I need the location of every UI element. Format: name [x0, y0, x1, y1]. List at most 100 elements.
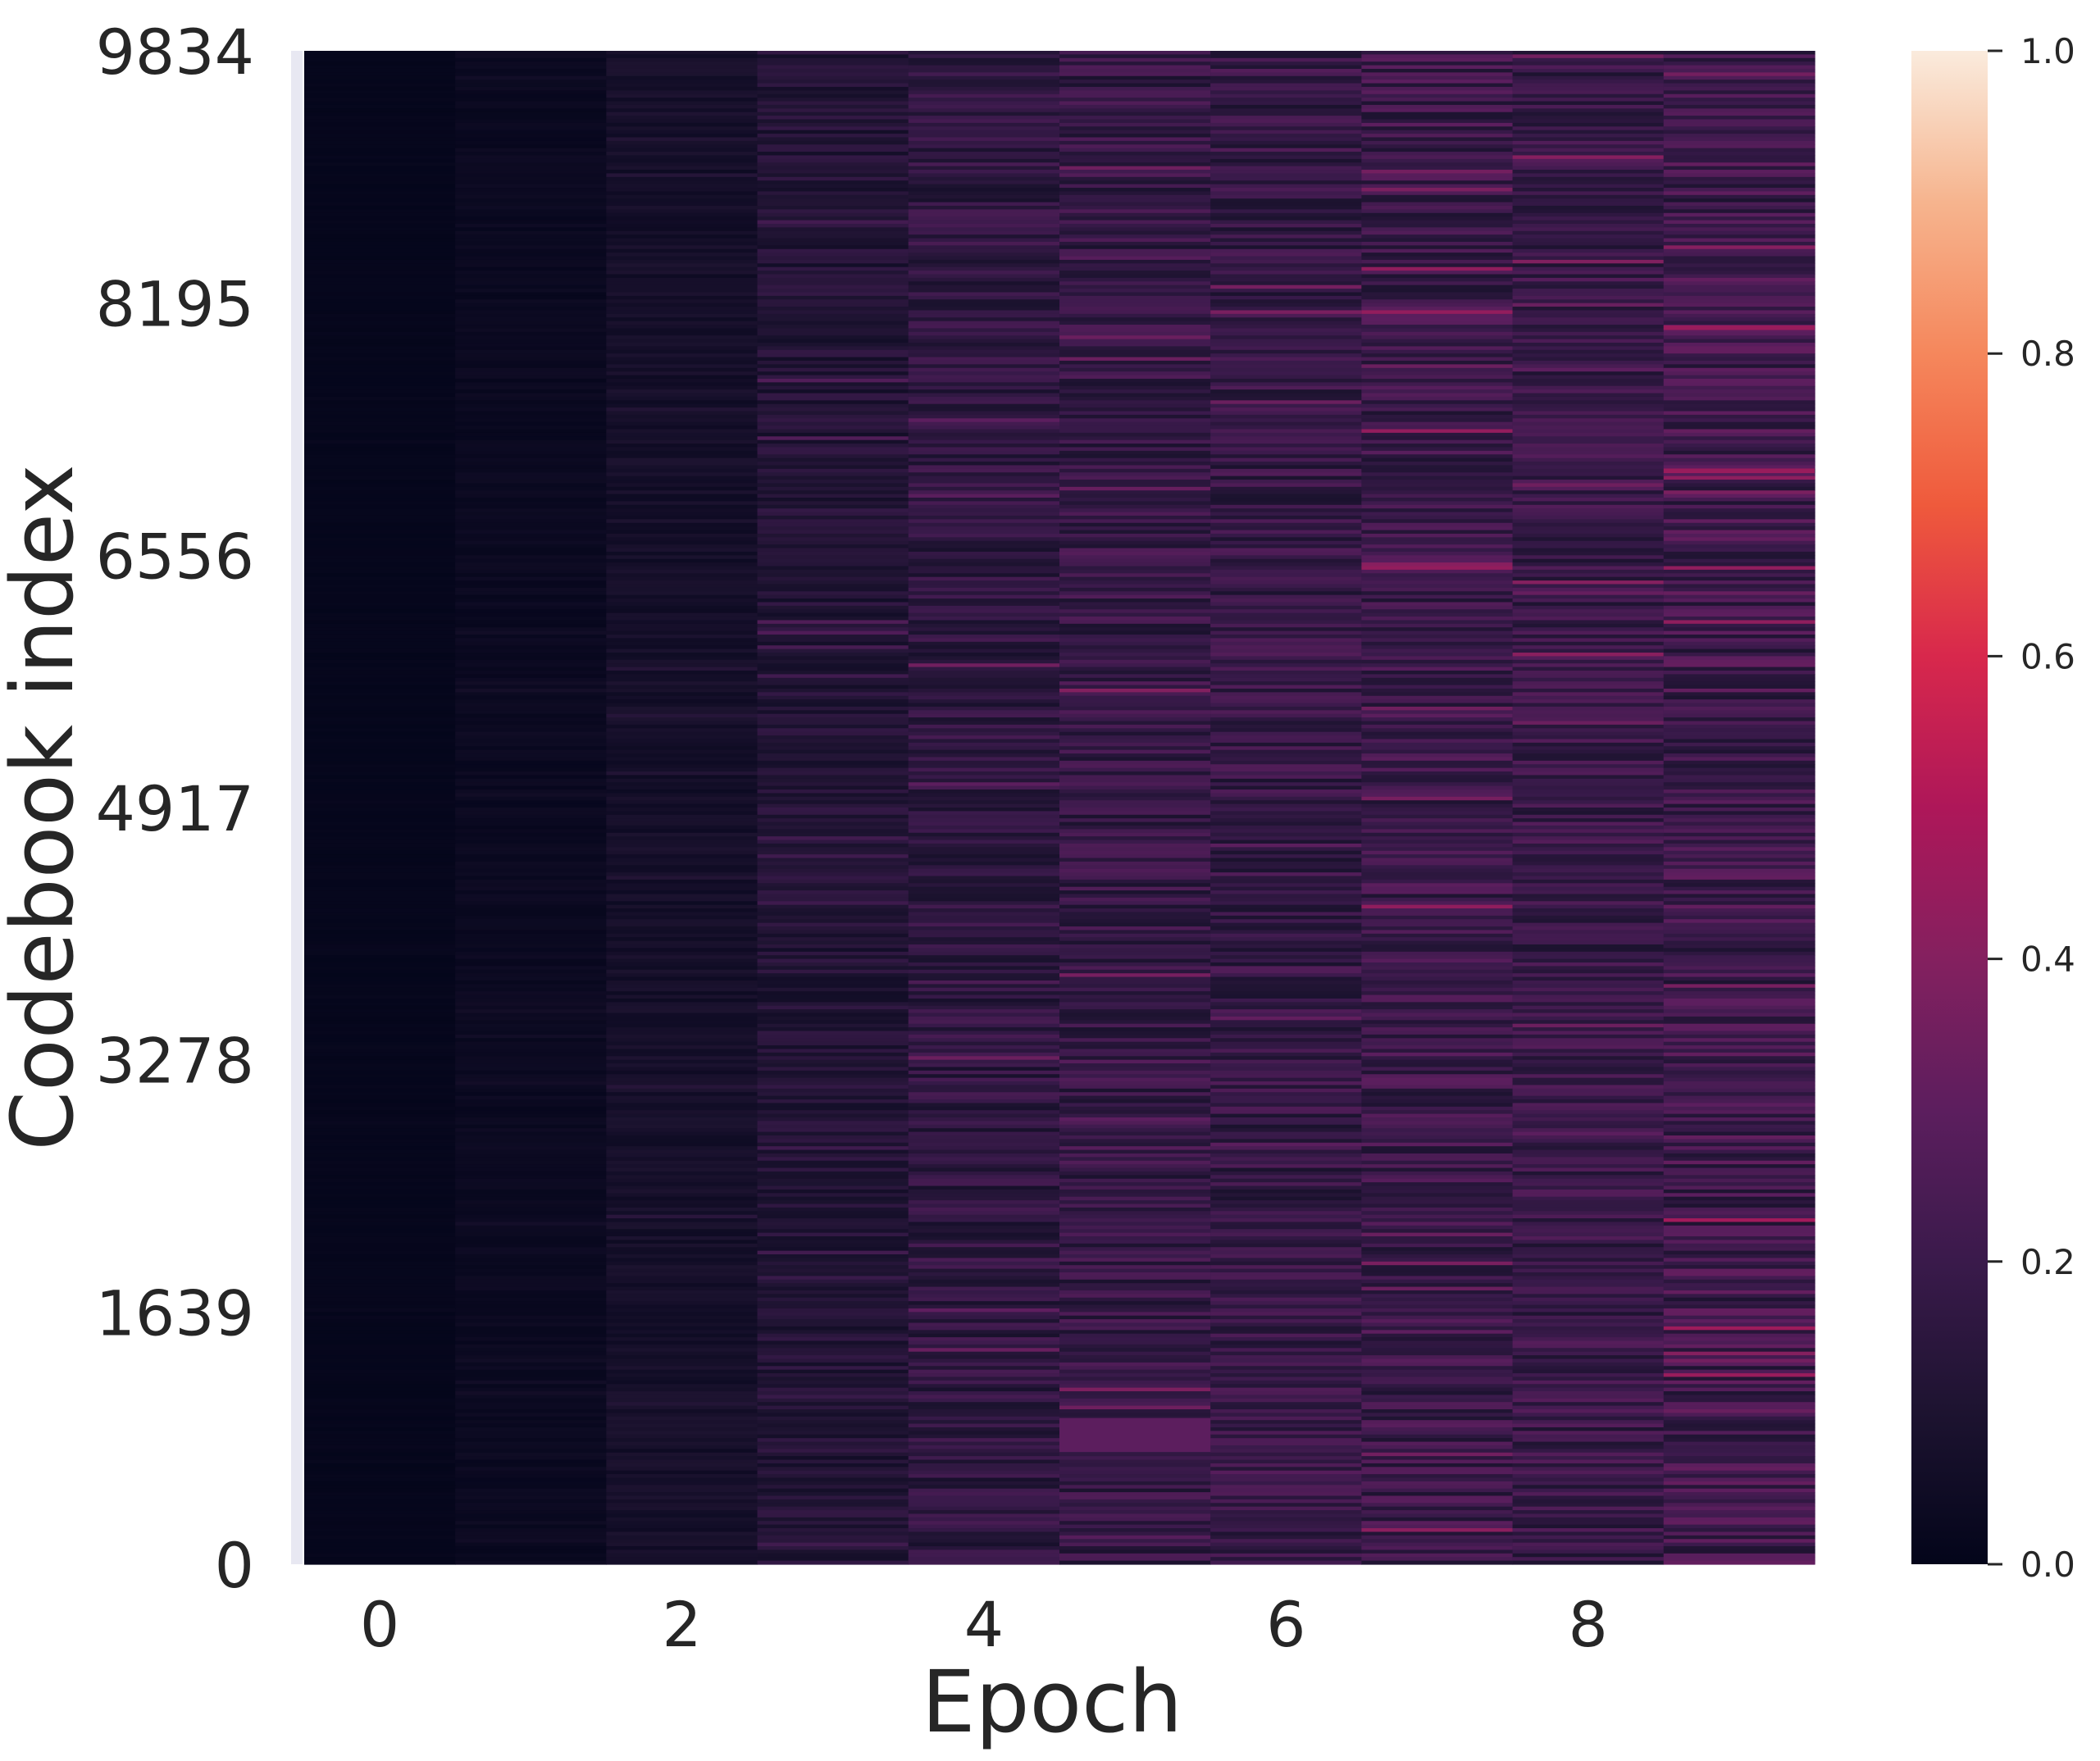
heatmap-cell	[1361, 850, 1514, 855]
heatmap-cell	[1210, 494, 1362, 498]
heatmap-cell	[1512, 1557, 1665, 1562]
heatmap-cell	[1663, 248, 1815, 253]
heatmap-cell	[1512, 111, 1665, 116]
heatmap-cell	[1663, 1344, 1815, 1349]
heatmap-cell	[908, 1149, 1060, 1154]
heatmap-cell	[1512, 122, 1665, 127]
heatmap-cell	[1512, 407, 1665, 412]
heatmap-cell	[1361, 728, 1514, 733]
heatmap-cell	[1210, 1560, 1362, 1565]
heatmap-cell	[1059, 573, 1211, 578]
heatmap-cell	[606, 1467, 758, 1472]
heatmap-cell	[455, 580, 607, 585]
heatmap-cell	[1361, 1027, 1514, 1032]
heatmap-cell	[1059, 620, 1211, 625]
heatmap-cell	[1512, 940, 1665, 945]
heatmap-cell	[1663, 1232, 1815, 1237]
heatmap-cell	[304, 245, 456, 250]
heatmap-cell	[455, 72, 607, 77]
heatmap-cell	[455, 335, 607, 340]
heatmap-cell	[1059, 850, 1211, 855]
heatmap-cell	[1512, 667, 1665, 671]
heatmap-cell	[908, 937, 1060, 942]
heatmap-cell	[1663, 414, 1815, 419]
heatmap-cell	[1059, 1146, 1211, 1151]
heatmap-cell	[455, 407, 607, 412]
heatmap-cell	[455, 65, 607, 70]
heatmap-cell	[1361, 1495, 1514, 1500]
heatmap-cell	[304, 418, 456, 423]
heatmap-cell	[1059, 284, 1211, 289]
heatmap-cell	[1512, 540, 1665, 545]
heatmap-cell	[1361, 861, 1514, 866]
heatmap-cell	[455, 498, 607, 503]
heatmap-cell	[1361, 1391, 1514, 1396]
heatmap-cell	[606, 1121, 758, 1126]
heatmap-cell	[908, 357, 1060, 362]
heatmap-cell	[1512, 883, 1665, 888]
heatmap-cell	[1361, 1369, 1514, 1374]
heatmap-cell	[606, 220, 758, 225]
heatmap-cell	[606, 692, 758, 697]
heatmap-cell	[757, 144, 909, 149]
heatmap-cell	[1512, 1366, 1665, 1371]
heatmap-cell	[908, 421, 1060, 426]
heatmap-cell	[1512, 263, 1665, 268]
heatmap-cell	[1059, 494, 1211, 498]
heatmap-cell	[908, 202, 1060, 207]
heatmap-cell	[1210, 1319, 1362, 1324]
heatmap-cell	[1361, 663, 1514, 668]
heatmap-cell	[908, 562, 1060, 567]
heatmap-cell	[908, 1495, 1060, 1500]
heatmap-cell	[1663, 425, 1815, 430]
heatmap-cell	[1663, 191, 1815, 196]
heatmap-cell	[1512, 1423, 1665, 1428]
heatmap-cell	[606, 648, 758, 653]
heatmap-cell	[606, 519, 758, 524]
heatmap-cell	[1663, 104, 1815, 109]
heatmap-cell	[1663, 858, 1815, 862]
heatmap-cell	[908, 1330, 1060, 1335]
heatmap-cell	[1059, 1265, 1211, 1270]
heatmap-cell	[1059, 674, 1211, 679]
heatmap-cell	[1059, 1099, 1211, 1104]
heatmap-cell	[1512, 65, 1665, 70]
heatmap-cell	[606, 447, 758, 452]
heatmap-cell	[1059, 793, 1211, 798]
heatmap-cell	[1361, 566, 1514, 571]
heatmap-cell	[606, 209, 758, 214]
heatmap-cell	[1059, 1456, 1211, 1461]
heatmap-cell	[908, 623, 1060, 628]
heatmap-cell	[304, 148, 456, 152]
heatmap-cell	[908, 1279, 1060, 1284]
heatmap-cell	[908, 951, 1060, 956]
heatmap-cell	[1361, 915, 1514, 920]
heatmap-cell	[1512, 303, 1665, 307]
heatmap-cell	[1361, 948, 1514, 953]
heatmap-cell	[1210, 731, 1362, 736]
heatmap-cell	[455, 922, 607, 927]
heatmap-cell	[1512, 194, 1665, 199]
heatmap-cell	[1663, 476, 1815, 480]
heatmap-cell	[606, 1031, 758, 1035]
heatmap-cell	[304, 385, 456, 390]
heatmap-cell	[1663, 1326, 1815, 1331]
heatmap-cell	[1663, 1279, 1815, 1284]
heatmap-cell	[908, 771, 1060, 776]
heatmap-cell	[1512, 148, 1665, 152]
heatmap-cell	[908, 1012, 1060, 1017]
heatmap-cell	[1663, 1236, 1815, 1241]
heatmap-cell	[908, 555, 1060, 560]
heatmap-cell	[1059, 1326, 1211, 1331]
heatmap-cell	[1059, 1124, 1211, 1129]
heatmap-cell	[606, 1549, 758, 1554]
heatmap-cell	[1512, 1416, 1665, 1421]
heatmap-cell	[304, 1506, 456, 1511]
heatmap-cell	[908, 173, 1060, 178]
heatmap-cell	[908, 313, 1060, 318]
heatmap-cell	[1210, 504, 1362, 509]
heatmap-cell	[1663, 1272, 1815, 1276]
heatmap-cell	[1512, 1041, 1665, 1046]
heatmap-cell	[1663, 1121, 1815, 1126]
heatmap-cell	[455, 313, 607, 318]
